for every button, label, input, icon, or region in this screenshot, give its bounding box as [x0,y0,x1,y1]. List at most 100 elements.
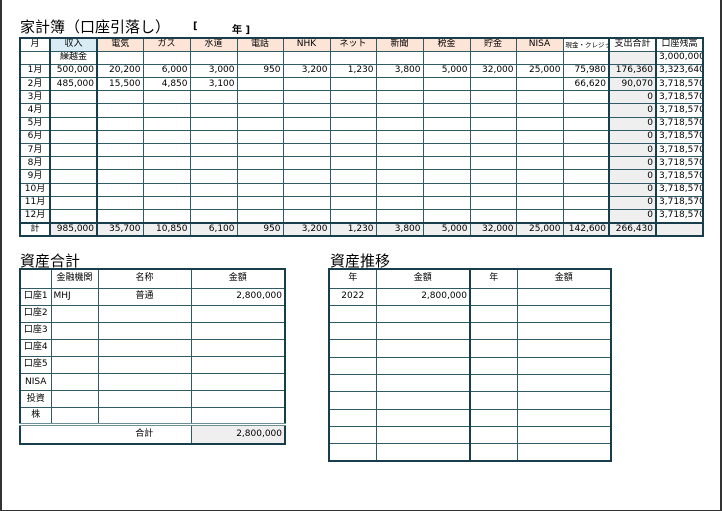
amount-cell[interactable] [236,182,284,197]
cell[interactable] [282,50,331,65]
amount-cell[interactable] [329,142,377,158]
amount-cell[interactable] [375,356,471,375]
expense-total-cell[interactable]: 0 [608,195,657,210]
amount-cell[interactable] [375,142,424,158]
amount-cell[interactable] [469,169,517,184]
total-cell[interactable]: 950 [236,221,284,237]
amount-cell[interactable] [375,77,424,92]
amount-cell[interactable]: 3,800 [375,63,424,79]
amount-cell[interactable] [375,408,471,427]
expense-total-cell[interactable]: 0 [608,116,657,131]
amount-cell[interactable] [329,195,377,210]
amount-cell[interactable] [142,169,191,184]
expense-total-cell[interactable]: 0 [608,156,657,171]
amount-cell[interactable] [375,156,424,171]
cell[interactable] [19,50,51,65]
year-cell[interactable] [469,322,518,341]
amount-cell[interactable] [236,208,284,224]
expense-total-cell[interactable]: 176,360 [608,63,657,79]
institution-cell[interactable]: MHJ [50,287,99,306]
amount-cell[interactable] [282,169,331,184]
amount-cell[interactable] [375,90,424,105]
expense-total-cell[interactable]: 0 [608,90,657,105]
amount-cell[interactable] [516,339,612,358]
amount-cell[interactable] [282,77,331,92]
institution-cell[interactable] [50,390,99,409]
amount-cell[interactable] [190,321,286,340]
amount-cell[interactable] [96,208,144,224]
cell[interactable] [375,50,424,65]
amount-cell[interactable] [562,169,610,184]
amount-cell[interactable] [282,90,331,105]
amount-cell[interactable] [189,142,238,158]
total-cell[interactable]: 35,700 [96,221,144,237]
amount-cell[interactable] [282,129,331,145]
amount-cell[interactable] [516,356,612,375]
amount-cell[interactable] [142,208,191,224]
amount-cell[interactable] [329,77,377,92]
name-cell[interactable] [97,355,192,374]
amount-cell[interactable] [49,129,98,145]
amount-cell[interactable] [282,195,331,210]
amount-cell[interactable]: 2,800,000 [190,287,286,306]
year-cell[interactable] [328,425,377,445]
amount-cell[interactable] [49,208,98,224]
amount-cell[interactable] [282,182,331,197]
amount-cell[interactable] [236,195,284,210]
year-cell[interactable]: 2022 [328,287,377,306]
year-cell[interactable] [328,391,377,410]
balance-cell[interactable]: 3,718,570 [655,182,704,197]
amount-cell[interactable]: 5,000 [422,63,471,79]
amount-cell[interactable] [142,195,191,210]
year-cell[interactable] [469,304,518,324]
amount-cell[interactable] [189,116,238,131]
year-cell[interactable] [328,339,377,358]
amount-cell[interactable] [49,90,98,105]
amount-cell[interactable] [329,208,377,224]
amount-cell[interactable] [375,339,471,358]
carryover-balance[interactable]: 3,000,000 [655,50,704,65]
expense-total-cell[interactable]: 0 [608,103,657,118]
amount-cell[interactable] [515,116,564,131]
amount-cell[interactable] [236,103,284,118]
amount-cell[interactable] [329,103,377,118]
amount-cell[interactable] [422,156,471,171]
amount-cell[interactable] [282,116,331,131]
total-cell[interactable]: 142,600 [562,221,610,237]
total-cell[interactable]: 1,230 [329,221,377,237]
cell[interactable] [469,50,517,65]
amount-cell[interactable] [515,208,564,224]
amount-cell[interactable] [562,129,610,145]
amount-cell[interactable]: 950 [236,63,284,79]
total-cell[interactable]: 3,200 [282,221,331,237]
amount-cell[interactable]: 3,100 [189,77,238,92]
amount-cell[interactable] [190,407,286,426]
amount-cell[interactable] [189,182,238,197]
amount-cell[interactable] [142,182,191,197]
amount-cell[interactable] [516,425,612,445]
amount-cell[interactable] [96,129,144,145]
balance-cell[interactable]: 3,718,570 [655,195,704,210]
amount-cell[interactable] [469,208,517,224]
amount-cell[interactable] [49,182,98,197]
amount-cell[interactable] [96,156,144,171]
total-cell[interactable]: 25,000 [515,221,564,237]
amount-cell[interactable] [236,90,284,105]
amount-cell[interactable] [190,338,286,357]
amount-cell[interactable]: 20,200 [96,63,144,79]
amount-cell[interactable] [515,156,564,171]
cell[interactable] [422,50,471,65]
amount-cell[interactable] [329,116,377,131]
amount-cell[interactable] [422,208,471,224]
amount-cell[interactable] [422,77,471,92]
year-cell[interactable] [469,443,518,462]
year-cell[interactable] [328,443,377,462]
year-field[interactable]: 年 ] [232,25,251,36]
balance-cell[interactable]: 3,718,570 [655,156,704,171]
amount-cell[interactable] [49,142,98,158]
name-cell[interactable]: 普通 [97,287,192,306]
amount-cell[interactable] [329,156,377,171]
amount-cell[interactable] [329,90,377,105]
year-cell[interactable] [328,322,377,341]
amount-cell[interactable] [422,103,471,118]
